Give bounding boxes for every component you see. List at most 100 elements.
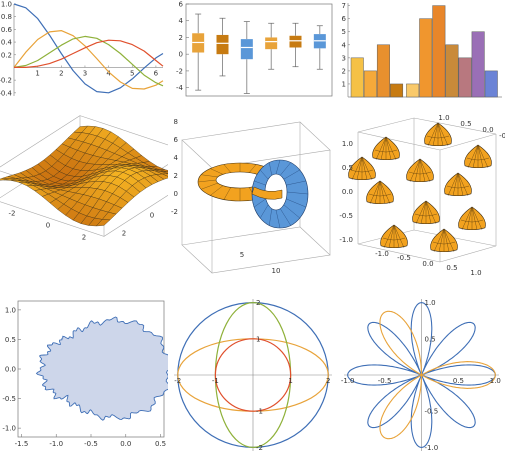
bottom-tick-label: -0.5 bbox=[397, 254, 411, 262]
cone-mesh bbox=[467, 144, 479, 168]
cone-mesh bbox=[419, 158, 431, 182]
y-tick-label: 2 bbox=[342, 67, 346, 75]
cone-mesh bbox=[457, 172, 464, 196]
x-tick-label: -0.5 bbox=[378, 377, 392, 385]
y-tick-label: 5 bbox=[342, 28, 346, 36]
panel-tori: 8 6 4 2 0 -2 5 10 bbox=[168, 110, 338, 278]
x-tick-label: 5 bbox=[240, 251, 244, 259]
torus-orange-mesh bbox=[201, 174, 218, 178]
y-tick-label: 2 bbox=[179, 34, 183, 42]
parametric-curves-plot: -2 -1 1 2 2 1 -1 -2 bbox=[174, 299, 332, 452]
cone-mesh bbox=[466, 206, 473, 230]
surface-patch bbox=[95, 219, 111, 227]
x-tick-label: 0.0 bbox=[120, 440, 131, 448]
series-line-4 bbox=[14, 39, 164, 68]
cone-mesh bbox=[472, 144, 479, 168]
panel-bessel: 1 2 3 4 5 6 -0.4 -0.2 0.2 0.4 0.6 0.8 1.0 bbox=[0, 0, 168, 102]
bottom-tick-label: 0.5 bbox=[446, 264, 457, 272]
cone-mesh bbox=[385, 136, 397, 160]
cone-mesh bbox=[460, 219, 484, 223]
y-tick-label: 0.5 bbox=[5, 336, 16, 344]
x-tick-label: -1.5 bbox=[15, 440, 29, 448]
left-tick-label: -1.0 bbox=[339, 236, 353, 244]
panel-boxplot: -4 -2 0 2 4 6 bbox=[168, 0, 338, 102]
cone-mesh bbox=[419, 158, 426, 182]
cone-mesh bbox=[443, 228, 450, 252]
y-tick-label: -1 bbox=[256, 408, 263, 416]
y-tick-label: -4 bbox=[176, 84, 184, 92]
y-tick-label: -1.0 bbox=[2, 425, 16, 433]
z-tick-label: 0 bbox=[174, 190, 178, 198]
torus-blue-mesh bbox=[275, 159, 281, 175]
torus-blue-mesh bbox=[283, 169, 300, 180]
torus-blue-mesh bbox=[283, 204, 300, 219]
bar bbox=[363, 70, 377, 98]
bar bbox=[471, 31, 485, 98]
bar bbox=[419, 18, 433, 98]
y-tick-label: -0.5 bbox=[2, 395, 16, 403]
y-tick-label: 6 bbox=[179, 1, 184, 9]
top-tick-label: 0.5 bbox=[460, 120, 471, 128]
torus-blue-mesh bbox=[275, 209, 281, 229]
series-line-3 bbox=[13, 35, 164, 87]
cone-mesh bbox=[432, 122, 439, 146]
cone-mesh bbox=[452, 172, 459, 196]
left-tick-label: 1.0 bbox=[342, 140, 353, 148]
torus-orange-mesh bbox=[210, 168, 224, 175]
box-body bbox=[289, 35, 302, 48]
bottom-tick-label: 0.0 bbox=[422, 260, 433, 268]
y-tick-label: 1 bbox=[256, 335, 260, 343]
torus-blue-mesh bbox=[254, 198, 266, 208]
cone-mesh bbox=[385, 136, 392, 160]
torus-blue-mesh bbox=[260, 204, 269, 219]
left-tick-label: 0.5 bbox=[342, 164, 353, 172]
cone-mesh bbox=[375, 136, 387, 160]
cone-mesh bbox=[408, 171, 432, 175]
cone-mesh bbox=[388, 224, 395, 248]
rose-curve-2 bbox=[379, 310, 496, 440]
panel-ellipses: -2 -1 1 2 2 1 -1 -2 bbox=[168, 295, 338, 457]
cone-mesh bbox=[427, 122, 439, 146]
y-tick-label: 0.6 bbox=[1, 26, 13, 34]
torus-blue-mesh bbox=[254, 180, 266, 186]
cone-mesh bbox=[393, 224, 405, 248]
cone-mesh bbox=[379, 180, 391, 204]
cone-mesh bbox=[433, 228, 445, 252]
cone-mesh bbox=[437, 122, 444, 146]
top-tick-label: -0.5 bbox=[499, 132, 505, 140]
z-tick-label: 8 bbox=[174, 118, 178, 126]
box-body bbox=[216, 34, 229, 55]
series-line-1 bbox=[13, 3, 164, 94]
torus-orange-mesh bbox=[249, 164, 257, 173]
x-tick-label: 0 bbox=[46, 221, 50, 229]
cone-mesh bbox=[461, 206, 473, 230]
bar bbox=[376, 44, 390, 98]
x-tick-label: -1 bbox=[212, 377, 219, 385]
z-tick-label: 4 bbox=[174, 154, 179, 162]
bar bbox=[484, 70, 498, 98]
top-tick-label: 0.0 bbox=[482, 126, 493, 134]
x-tick-label: 4 bbox=[106, 69, 111, 77]
z-tick-label: 2 bbox=[174, 172, 178, 180]
y-tick-label: 0.4 bbox=[1, 39, 13, 47]
cone-mesh bbox=[425, 200, 432, 224]
cone-mesh bbox=[420, 200, 427, 224]
y-tick-label: 0.5 bbox=[425, 335, 436, 343]
bar bbox=[432, 5, 446, 98]
torus-orange-mesh bbox=[223, 164, 231, 173]
y-tick-label: -2 bbox=[256, 444, 263, 452]
cone-mesh bbox=[447, 172, 459, 196]
cone-mesh bbox=[477, 144, 484, 168]
cone-mesh bbox=[368, 193, 392, 197]
region-fill bbox=[35, 316, 168, 421]
bar-chart: 1 2 3 4 5 6 7 bbox=[342, 2, 502, 98]
y-tick-label: 1.0 bbox=[1, 1, 12, 9]
polar-rose-plot: -1.0 -0.5 0.5 1.0 1.0 0.5 -0.5 -1.0 bbox=[341, 299, 501, 452]
y-tick-label: 7 bbox=[342, 2, 346, 10]
torus-blue-mesh bbox=[286, 191, 309, 195]
y-tick-label: -1.0 bbox=[425, 444, 439, 452]
y-tick-label: 0.2 bbox=[1, 51, 12, 59]
cone-mesh bbox=[379, 180, 386, 204]
